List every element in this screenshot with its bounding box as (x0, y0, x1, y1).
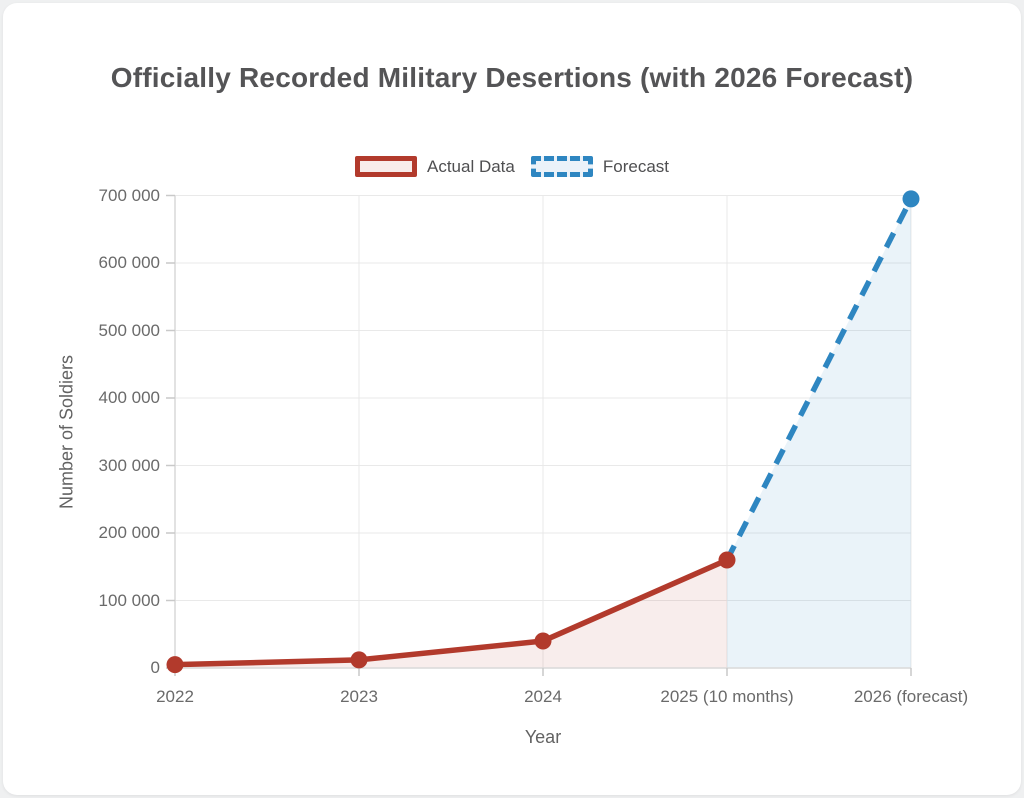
y-tick-label: 100 000 (98, 590, 160, 610)
legend-label-actual-data: Actual Data (426, 156, 515, 176)
y-tick-label: 600 000 (98, 253, 160, 272)
legend-item-actual-data[interactable]: Actual Data (354, 156, 515, 177)
x-axis-title: Year (524, 727, 562, 747)
y-tick-label: 700 000 (98, 185, 160, 205)
legend-swatch-forecast (530, 156, 593, 177)
y-tick-label: 300 000 (98, 455, 160, 475)
x-tick-label: 2024 (524, 687, 562, 706)
y-axis-title: Number of Soldiers (56, 354, 77, 510)
y-tick-label: 0 (150, 658, 160, 677)
y-tick-label: 400 000 (98, 388, 160, 407)
x-tick-label: 2023 (340, 687, 378, 706)
legend: Actual Data Forecast (0, 156, 1024, 177)
x-tick-label: 2025 (10 months) (660, 687, 794, 706)
x-tick-label: 2022 (156, 687, 194, 706)
chart-title: Officially Recorded Military Desertions … (110, 62, 914, 93)
y-tick-label: 500 000 (98, 320, 160, 340)
legend-swatch-actual-data (354, 156, 417, 177)
legend-label-forecast: Forecast (602, 156, 670, 176)
legend-item-forecast[interactable]: Forecast (530, 156, 670, 177)
y-tick-label: 200 000 (98, 523, 160, 542)
x-tick-label: 2026 (forecast) (853, 687, 969, 706)
